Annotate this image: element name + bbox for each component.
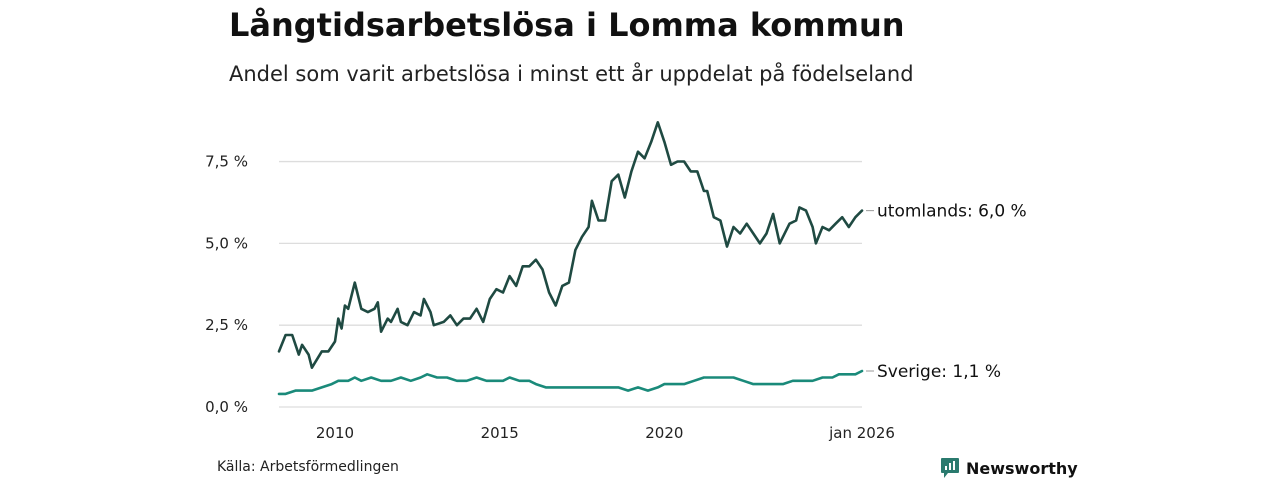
series-line-utomlands <box>277 121 864 369</box>
x-tick-label: 2015 <box>481 424 519 442</box>
chart-title: Långtidsarbetslösa i Lomma kommun <box>229 6 905 44</box>
y-tick-label: 5,0 % <box>205 234 248 252</box>
chart-subtitle: Andel som varit arbetslösa i minst ett å… <box>229 62 914 86</box>
y-tick-label: 2,5 % <box>205 316 248 334</box>
end-label-utomlands: utomlands: 6,0 % <box>877 202 1027 222</box>
logo-bar-2 <box>949 463 951 470</box>
brand-logo: Newsworthy <box>940 457 1078 479</box>
end-label-sverige: Sverige: 1,1 % <box>877 362 1001 382</box>
series-layer <box>277 121 864 396</box>
logo-bar-1 <box>945 466 947 470</box>
x-tick-label: 2010 <box>316 424 354 442</box>
newsworthy-logo-icon <box>941 458 959 478</box>
y-tick-label: 0,0 % <box>205 398 248 416</box>
y-tick-label: 7,5 % <box>205 153 248 171</box>
series-line-sverige <box>277 369 864 396</box>
source-note: Källa: Arbetsförmedlingen <box>217 459 399 475</box>
grid <box>279 160 862 408</box>
brand-name: Newsworthy <box>966 458 1078 478</box>
logo-bar-3 <box>953 461 955 470</box>
x-tick-label: 2020 <box>645 424 683 442</box>
labels-layer: 0,0 % 2,5 % 5,0 % 7,5 % 2010 2015 2020 jan 2026… <box>205 153 1027 442</box>
x-tick-label: jan 2026 <box>828 424 895 442</box>
